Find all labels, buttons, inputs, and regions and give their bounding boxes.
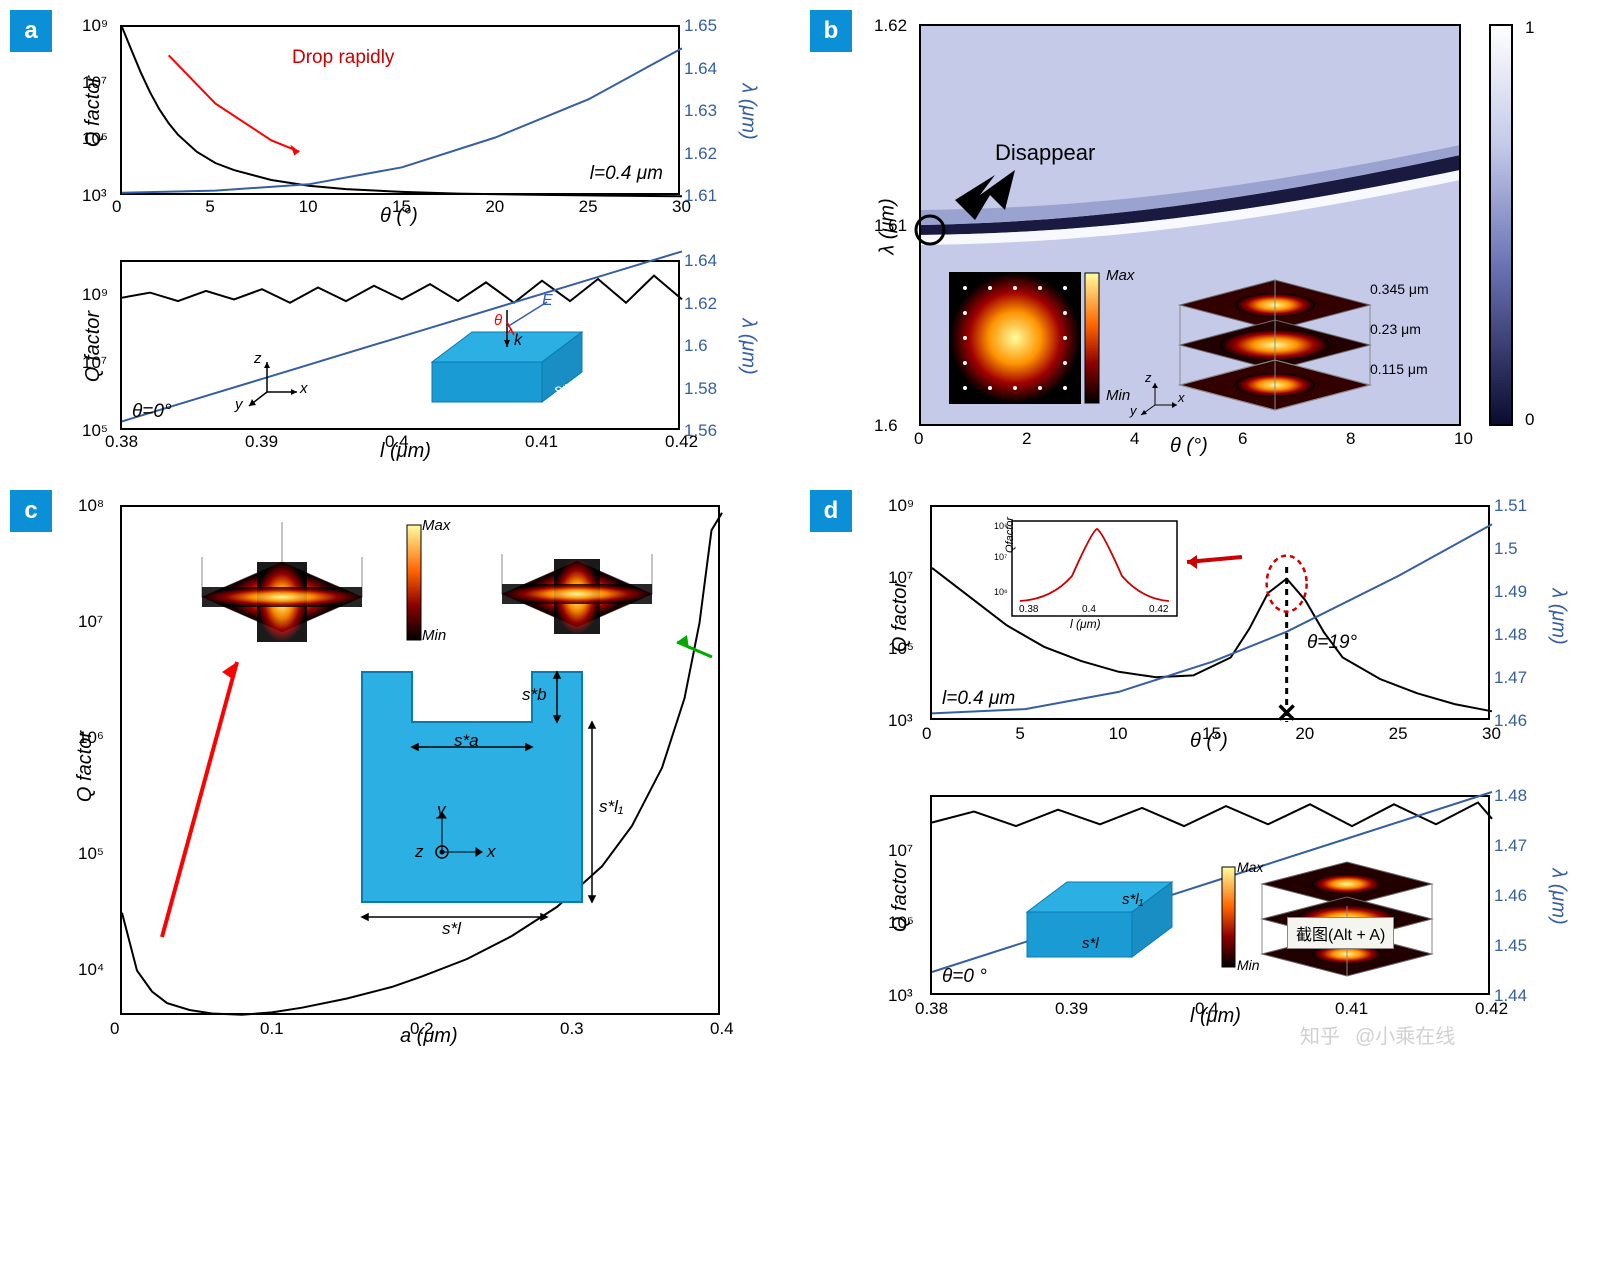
drop-rapidly-text: Drop rapidly bbox=[292, 47, 394, 69]
sl-label: s*l bbox=[554, 382, 572, 400]
y-label-c: y bbox=[437, 800, 446, 820]
cbar-tick-1: 1 bbox=[1525, 18, 1534, 38]
sl-label: s*l bbox=[442, 919, 461, 939]
watermark-brand: 知乎 bbox=[1300, 1020, 1340, 1049]
panel-a-label: a bbox=[10, 10, 52, 52]
inset-min: Min bbox=[1106, 387, 1130, 404]
d-inset-yt1: 10⁷ bbox=[994, 552, 1007, 562]
d-sl: s*l bbox=[1082, 935, 1099, 952]
coord-z: z bbox=[1145, 370, 1152, 385]
a-top-ylabel-right: λ (μm) bbox=[737, 83, 760, 139]
theta19: θ=19° bbox=[1307, 632, 1357, 654]
d-inset-xt0: 0.38 bbox=[1019, 604, 1038, 615]
sa-label: s*a bbox=[454, 731, 479, 751]
d-inset-xt1: 0.4 bbox=[1082, 604, 1096, 615]
theta-symbol: θ bbox=[494, 312, 502, 329]
axis-x-label: x bbox=[300, 380, 308, 397]
panel-c-label: c bbox=[10, 490, 52, 532]
theta-0-label: θ=0° bbox=[132, 401, 172, 423]
sb-label: s*b bbox=[522, 685, 547, 705]
d-inset-xt2: 0.42 bbox=[1149, 604, 1168, 615]
panel-a-bottom-svg bbox=[122, 262, 682, 432]
layer2: 0.115 μm bbox=[1370, 361, 1428, 377]
panel-b: b bbox=[810, 10, 1610, 470]
panel-b-heatmap: Max Min 0.345 μm 0.23 μm 0.115 μm Disapp… bbox=[920, 25, 1460, 425]
panel-d-top-chart: ✕ Qfactor l (μm) 0.38 0.4 0.42 10⁶ 10⁷ 1… bbox=[930, 505, 1490, 720]
svg-text:✕: ✕ bbox=[1276, 698, 1298, 728]
panel-d-bottom-chart: s*l₁ s*l Max Min θ=0 ° 截图(Alt + A) bbox=[930, 795, 1490, 995]
E-label: E bbox=[542, 292, 553, 310]
axis-z-label: z bbox=[254, 350, 262, 367]
d-bot-yr: λ (μm) bbox=[1547, 868, 1570, 924]
axis-y-label: y bbox=[235, 396, 243, 413]
colorbar bbox=[1490, 25, 1518, 425]
l-04-label: l=0.4 μm bbox=[590, 163, 663, 185]
d-bot-theta0: θ=0 ° bbox=[942, 966, 987, 988]
disappear-text: Disappear bbox=[995, 140, 1095, 166]
screenshot-tooltip: 截图(Alt + A) bbox=[1287, 917, 1394, 949]
b-xlabel: θ (°) bbox=[1170, 435, 1208, 458]
layer1: 0.23 μm bbox=[1370, 321, 1421, 337]
c-min: Min bbox=[422, 627, 446, 644]
panel-d: d ✕ Qfactor bbox=[810, 490, 1610, 1070]
d-min: Min bbox=[1237, 957, 1260, 973]
panel-a-top-chart: Drop rapidly l=0.4 μm bbox=[120, 25, 680, 195]
a-bot-ylabel-right: λ (μm) bbox=[737, 318, 760, 374]
d-sl1: s*l₁ bbox=[1122, 891, 1143, 908]
panel-a-bottom-chart: θ=0° x z y E k θ s*l bbox=[120, 260, 680, 430]
cbar-tick-0: 0 bbox=[1525, 410, 1534, 430]
panel-a: a Drop rapidly l=0.4 μm Q factor λ (μm) … bbox=[10, 10, 790, 470]
panel-d-label: d bbox=[810, 490, 852, 532]
sl1-label: s*l₁ bbox=[599, 797, 623, 817]
coord-x: x bbox=[1178, 390, 1185, 405]
d-inset-yt2: 10⁸ bbox=[994, 521, 1008, 531]
panel-c: c bbox=[10, 490, 790, 1070]
z-label-c: z bbox=[415, 842, 424, 862]
l04-d: l=0.4 μm bbox=[942, 688, 1015, 710]
x-label-c: x bbox=[487, 842, 496, 862]
watermark-user: @小乘在线 bbox=[1355, 1020, 1455, 1049]
d-inset-xl: l (μm) bbox=[1070, 617, 1101, 631]
panel-c-chart: Max Min s*a s*b s*l₁ s*l x y z bbox=[120, 505, 720, 1015]
panel-b-label: b bbox=[810, 10, 852, 52]
d-top-yr: λ (μm) bbox=[1547, 588, 1570, 644]
layer0: 0.345 μm bbox=[1370, 281, 1429, 297]
coord-y: y bbox=[1130, 403, 1137, 418]
d-max: Max bbox=[1237, 859, 1263, 875]
c-max: Max bbox=[422, 517, 450, 534]
d-inset-yt0: 10⁶ bbox=[994, 587, 1008, 597]
k-label: k bbox=[514, 332, 522, 350]
inset-max: Max bbox=[1106, 267, 1134, 284]
